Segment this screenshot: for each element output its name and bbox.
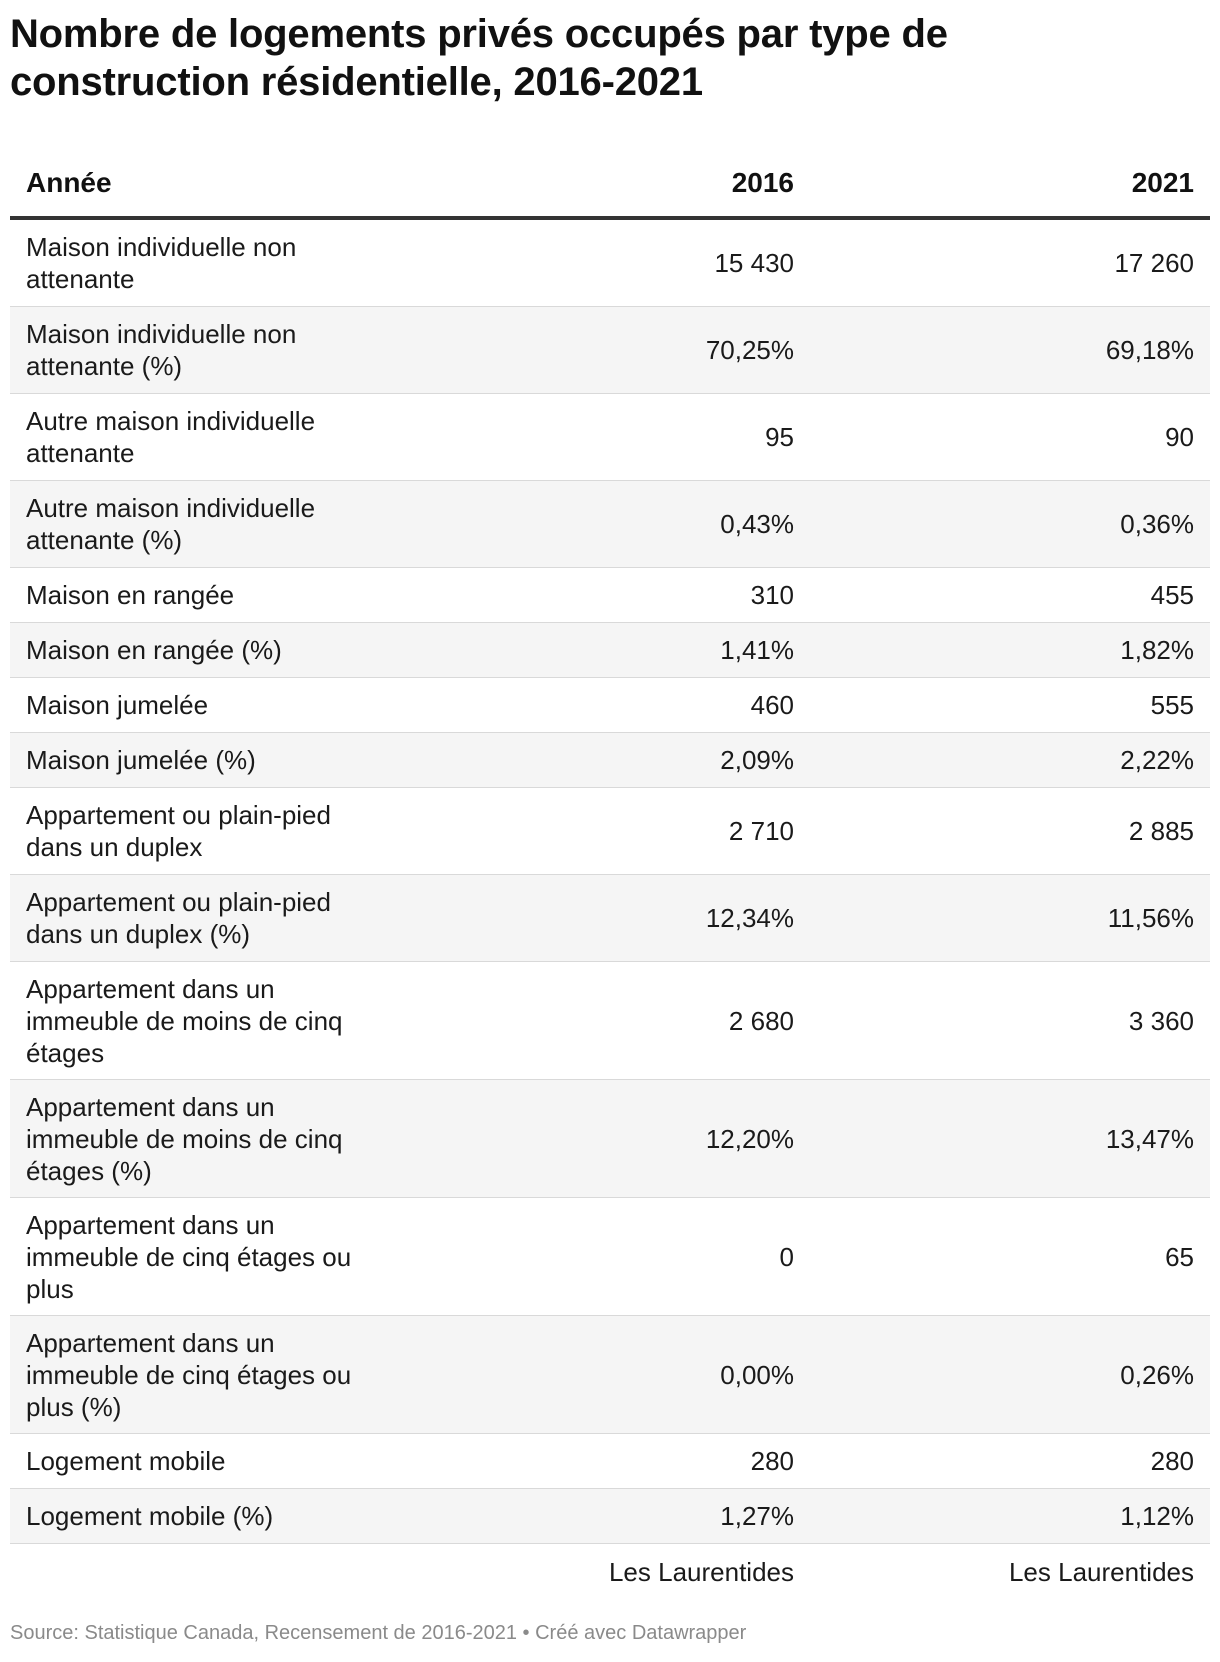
table-row: Maison individuelle non attenante (%) 70… <box>10 306 1210 394</box>
cell-2016: 12,20% <box>410 1079 810 1198</box>
table-row: Appartement ou plain-pied dans un duplex… <box>10 787 1210 875</box>
cell-2016: 95 <box>410 393 810 481</box>
table-row: Maison en rangée (%) 1,41% 1,82% <box>10 622 1210 678</box>
chart-title: Nombre de logements privés occupés par t… <box>10 0 1210 106</box>
footer-label <box>10 1544 410 1601</box>
cell-2021: 0,36% <box>810 480 1210 568</box>
cell-2016: 2,09% <box>410 732 810 788</box>
row-label: Logement mobile (%) <box>10 1488 410 1544</box>
cell-2016: 0 <box>410 1197 810 1316</box>
chart-title-line-1: Nombre de logements privés occupés par t… <box>10 12 948 56</box>
footer-region-2021: Les Laurentides <box>1008 1557 1194 1587</box>
table-row: Maison jumelée 460 555 <box>10 677 1210 733</box>
footer-region-2016: Les Laurentides <box>608 1557 794 1587</box>
cell-2021: 2 885 <box>810 787 1210 875</box>
cell-2016: 70,25% <box>410 306 810 394</box>
data-table: Année 2016 2021 Maison individuelle non … <box>10 150 1210 1600</box>
cell-2016: 0,00% <box>410 1315 810 1434</box>
table-row: Logement mobile 280 280 <box>10 1433 1210 1489</box>
cell-2021: 3 360 <box>810 961 1210 1080</box>
cell-2016: 15 430 <box>410 218 810 307</box>
table-row: Maison jumelée (%) 2,09% 2,22% <box>10 732 1210 788</box>
table-row: Autre maison individuelle attenante 95 9… <box>10 393 1210 481</box>
column-header-2016[interactable]: 2016 <box>410 150 810 220</box>
cell-2021: 455 <box>810 567 1210 623</box>
row-label: Maison en rangée <box>10 567 410 623</box>
row-label: Autre maison individuelle attenante <box>10 393 410 481</box>
cell-2021: 11,56% <box>810 874 1210 962</box>
cell-2021: 17 260 <box>810 218 1210 307</box>
cell-2016: 2 680 <box>410 961 810 1080</box>
column-header-2021[interactable]: 2021 <box>810 150 1210 220</box>
table-row: Appartement dans un immeuble de cinq éta… <box>10 1315 1210 1434</box>
table-row: Maison en rangée 310 455 <box>10 567 1210 623</box>
source-note: Source: Statistique Canada, Recensement … <box>10 1622 747 1644</box>
footer-row: Les Laurentides Les Laurentides <box>10 1544 1210 1601</box>
row-label: Maison individuelle non attenante (%) <box>10 306 410 394</box>
cell-2021: 65 <box>810 1197 1210 1316</box>
row-label: Maison individuelle non attenante <box>10 218 410 307</box>
row-label: Autre maison individuelle attenante (%) <box>10 480 410 568</box>
cell-2016: 0,43% <box>410 480 810 568</box>
row-label: Maison jumelée (%) <box>10 732 410 788</box>
row-label: Appartement dans un immeuble de cinq éta… <box>10 1197 410 1316</box>
cell-2016: 310 <box>410 567 810 623</box>
table-row: Appartement dans un immeuble de cinq éta… <box>10 1197 1210 1316</box>
row-label: Maison en rangée (%) <box>10 622 410 678</box>
column-header-annee[interactable]: Année <box>10 150 410 220</box>
cell-2021: 69,18% <box>810 306 1210 394</box>
row-label: Appartement dans un immeuble de moins de… <box>10 1079 410 1198</box>
row-label: Maison jumelée <box>10 677 410 733</box>
cell-2021: 0,26% <box>810 1315 1210 1434</box>
row-label: Logement mobile <box>10 1433 410 1489</box>
table-row: Appartement dans un immeuble de moins de… <box>10 1079 1210 1198</box>
table-row: Maison individuelle non attenante 15 430… <box>10 218 1210 307</box>
row-label: Appartement ou plain-pied dans un duplex <box>10 787 410 875</box>
cell-2021: 1,12% <box>810 1488 1210 1544</box>
cell-2021: 280 <box>810 1433 1210 1489</box>
cell-2021: 13,47% <box>810 1079 1210 1198</box>
cell-2016: 280 <box>410 1433 810 1489</box>
cell-2016: 12,34% <box>410 874 810 962</box>
cell-2016: 1,27% <box>410 1488 810 1544</box>
header-row: Année 2016 2021 <box>10 150 1210 220</box>
table-row: Logement mobile (%) 1,27% 1,12% <box>10 1488 1210 1544</box>
table-row: Autre maison individuelle attenante (%) … <box>10 480 1210 568</box>
row-label: Appartement ou plain-pied dans un duplex… <box>10 874 410 962</box>
row-label: Appartement dans un immeuble de cinq éta… <box>10 1315 410 1434</box>
cell-2021: 2,22% <box>810 732 1210 788</box>
cell-2021: 1,82% <box>810 622 1210 678</box>
chart-title-line-2: construction résidentielle, 2016-2021 <box>10 60 703 104</box>
cell-2021: 90 <box>810 393 1210 481</box>
table-row: Appartement dans un immeuble de moins de… <box>10 961 1210 1080</box>
cell-2016: 1,41% <box>410 622 810 678</box>
cell-2016: 460 <box>410 677 810 733</box>
row-label: Appartement dans un immeuble de moins de… <box>10 961 410 1080</box>
cell-2021: 555 <box>810 677 1210 733</box>
table-row: Appartement ou plain-pied dans un duplex… <box>10 874 1210 962</box>
cell-2016: 2 710 <box>410 787 810 875</box>
